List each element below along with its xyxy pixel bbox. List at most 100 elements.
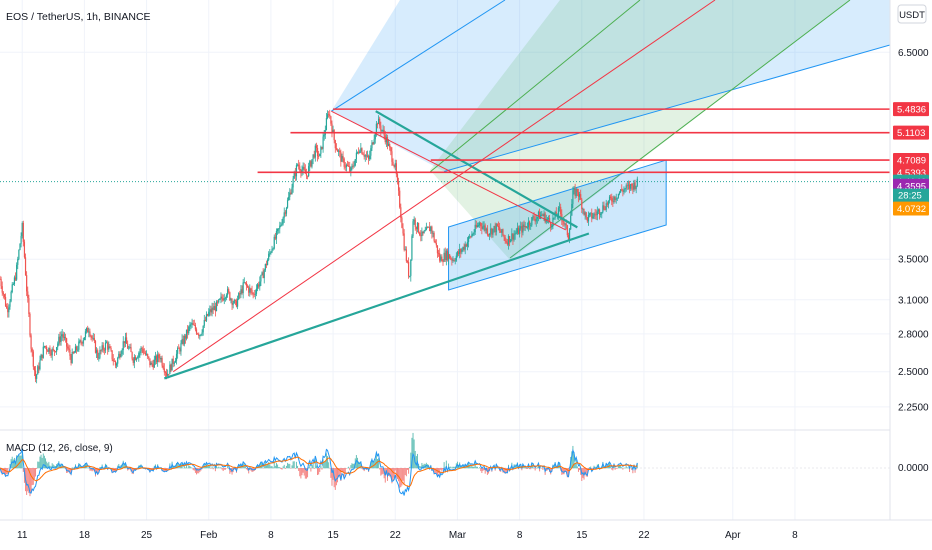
candle-body [19,243,21,250]
candle-body [421,231,423,237]
candle-body [111,350,113,360]
macd-histogram-bar [357,457,359,469]
candle-body [537,211,540,217]
candle-body [188,326,190,334]
candle-body [219,298,221,300]
ascending-channel-drawing[interactable] [448,159,667,291]
macd-histogram-bar [22,468,24,472]
candle-body [21,223,23,237]
macd-histogram-bar [337,468,339,483]
candle-body [350,167,352,172]
candle-body [192,323,194,325]
candle-body [14,277,17,280]
candle-body [200,334,202,336]
macd-histogram-bar [244,466,246,469]
symbol-title[interactable]: EOS / TetherUS, 1h, BINANCE [6,11,151,23]
macd-histogram-bar [214,468,216,472]
macd-histogram-bar [351,463,353,469]
candle-body [128,347,130,349]
macd-histogram-bar [565,468,567,472]
candle-body [10,292,12,302]
macd-histogram-bar [345,468,347,469]
macd-histogram-bar [469,464,471,469]
macd-zero-label: 0.0000 [898,463,929,474]
candle-body [424,230,426,232]
candle-body [500,230,502,233]
macd-histogram-bar [99,466,101,469]
candle-body [177,347,179,354]
macd-histogram-bar [16,455,18,469]
x-tick-label: 8 [517,530,523,541]
candle-body [590,212,592,214]
candle-body [99,350,101,358]
macd-histogram-bar [242,461,244,469]
candle-body [355,152,357,160]
macd-histogram-bar [536,467,538,469]
candle-body [401,217,403,228]
candle-body [102,345,104,350]
candle-body [330,116,332,124]
macd-histogram-bar [190,467,192,469]
candle-body [442,261,444,263]
candle-body [37,366,39,375]
candle-body [279,225,281,229]
macd-histogram-bar [611,468,613,470]
candle-body [611,198,613,202]
macd-histogram-bar [40,454,42,469]
candle-body [527,221,530,228]
candle-body [472,234,474,235]
macd-histogram-bar [554,462,556,469]
candle-body [274,236,276,239]
time-scale[interactable]: 11 18 25 Feb 8 15 22 Mar 8 15 22 Apr 8 [17,530,798,541]
trendline-drawings[interactable] [163,0,716,380]
candle-body [586,217,588,222]
price-scale[interactable]: 6.5000 3.5000 3.1000 2.8000 2.5000 2.2500 [898,48,929,414]
candle-body [631,184,633,186]
macd-pane [0,432,890,497]
candle-body [632,185,634,190]
macd-histogram-bar [310,468,312,472]
candle-body [455,255,457,261]
candle-body [263,270,265,279]
candle-body [204,319,207,321]
price-scale-bg[interactable] [890,0,932,550]
candle-body [490,228,492,234]
candle-body [339,150,341,153]
candle-body [22,223,24,242]
candle-body [593,213,595,217]
candle-body [183,335,185,345]
candle-body [453,260,455,261]
macd-histogram-bar [515,464,517,469]
macd-histogram-bar [475,466,477,469]
macd-histogram-bar [564,468,566,472]
candle-body [230,299,232,301]
horizontal-price-lines[interactable] [0,108,890,183]
x-tick-label: 15 [328,530,340,541]
candle-body [617,193,620,198]
macd-histogram-bar [209,465,211,469]
macd-histogram-bar [71,467,73,469]
candle-body [386,137,389,146]
currency-button[interactable]: USDT [897,4,927,24]
candle-body [143,352,145,354]
candle-body [422,231,424,234]
candle-body [233,299,235,304]
candle-body [456,251,459,256]
candle-body [349,166,351,172]
candle-body [145,353,148,355]
macd-histogram-bar [525,468,527,469]
pitchfork-drawing[interactable] [331,0,891,260]
macd-histogram-bar [47,463,49,469]
candle-body [507,236,510,245]
macd-histogram-bar [352,464,354,469]
macd-histogram-bar [562,468,564,475]
macd-histogram-bar [473,466,475,469]
candle-body [582,209,584,210]
candle-body [502,229,504,236]
macd-histogram-bar [250,468,252,471]
macd-histogram-bar [29,468,31,497]
candle-body [532,216,534,218]
candle-body [362,153,364,155]
